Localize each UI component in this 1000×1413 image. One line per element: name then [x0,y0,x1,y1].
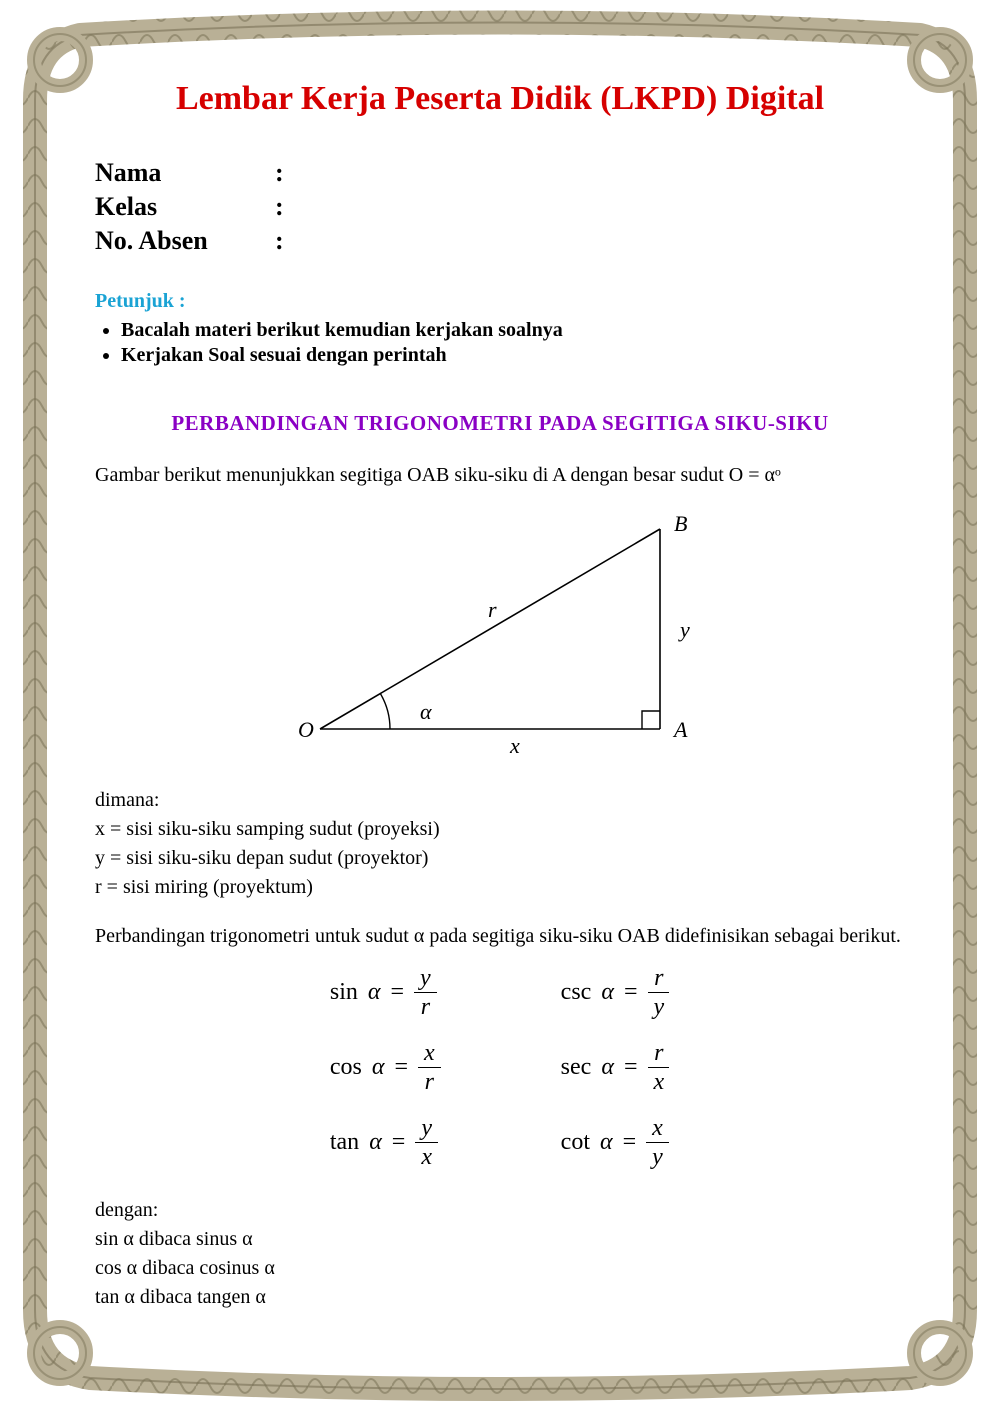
form-row-kelas: Kelas : [95,192,905,222]
form-colon: : [275,192,295,222]
instruction-item: Bacalah materi berikut kemudian kerjakan… [121,319,905,342]
definition-line: y = sisi siku-siku depan sudut (proyekto… [95,845,905,872]
form-colon: : [275,226,295,256]
svg-text:r: r [488,597,497,622]
triangle-diagram: x y r α O A B [95,509,905,759]
definition-line: x = sisi siku-siku samping sudut (proyek… [95,816,905,843]
definitions-heading: dimana: [95,787,905,814]
readings-heading: dengan: [95,1197,905,1224]
reading-line: sin α dibaca sinus α [95,1226,905,1253]
form-row-nama: Nama : [95,158,905,188]
formula-column-left: sin α = yr cos α = xr tan α = yx [330,966,441,1169]
form-row-absen: No. Absen : [95,226,905,256]
svg-text:y: y [678,617,690,642]
form-label: No. Absen [95,226,275,256]
readings-block: dengan: sin α dibaca sinus α cos α dibac… [95,1197,905,1311]
svg-text:α: α [420,699,432,724]
form-label: Kelas [95,192,275,222]
definition-line: r = sisi miring (proyektum) [95,874,905,901]
form-label: Nama [95,158,275,188]
instructions-heading: Petunjuk : [95,290,905,313]
section-heading: PERBANDINGAN TRIGONOMETRI PADA SEGITIGA … [95,411,905,436]
formula: csc α = ry [561,966,670,1019]
svg-text:O: O [298,717,314,742]
page-title: Lembar Kerja Peserta Didik (LKPD) Digita… [95,80,905,118]
svg-text:B: B [674,511,687,536]
reading-line: cos α dibaca cosinus α [95,1255,905,1282]
formula: sec α = rx [561,1041,670,1094]
formula: sin α = yr [330,966,441,1019]
reading-line: tan α dibaca tangen α [95,1284,905,1311]
formula: cos α = xr [330,1041,441,1094]
definitions-block: dimana: x = sisi siku-siku samping sudut… [95,787,905,901]
instructions-list: Bacalah materi berikut kemudian kerjakan… [95,319,905,367]
formula: cot α = xy [561,1116,670,1169]
form-block: Nama : Kelas : No. Absen : [95,158,905,256]
formula: tan α = yx [330,1116,441,1169]
form-colon: : [275,158,295,188]
formula-column-right: csc α = ry sec α = rx cot α = xy [561,966,670,1169]
instruction-item: Kerjakan Soal sesuai dengan perintah [121,344,905,367]
section-intro: Gambar berikut menunjukkan segitiga OAB … [95,462,905,489]
svg-text:A: A [672,717,688,742]
ratio-intro: Perbandingan trigonometri untuk sudut α … [95,923,905,950]
svg-text:x: x [509,733,520,758]
formulas-block: sin α = yr cos α = xr tan α = yx csc α = r… [95,966,905,1169]
page-content: Lembar Kerja Peserta Didik (LKPD) Digita… [95,80,905,1333]
